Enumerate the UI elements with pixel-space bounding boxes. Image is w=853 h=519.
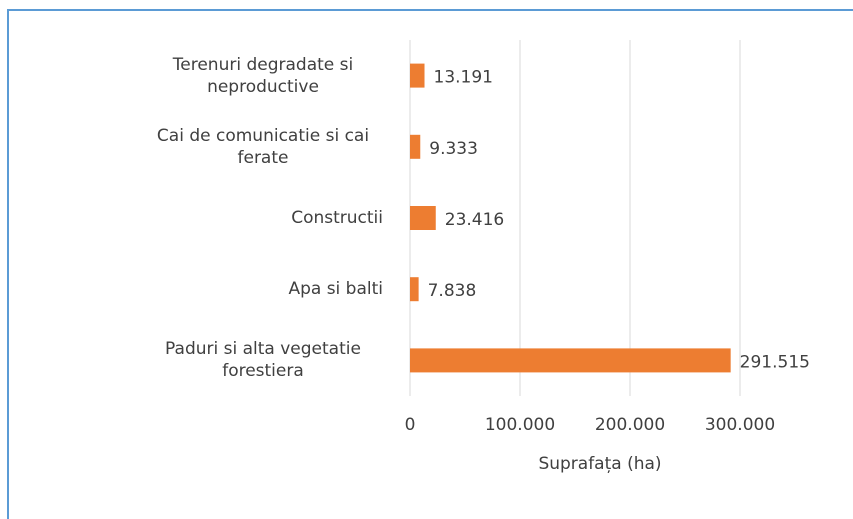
bar <box>410 63 425 88</box>
x-tick-label: 100.000 <box>485 415 555 435</box>
bar <box>410 134 421 159</box>
bar <box>410 206 436 230</box>
data-label: 9.333 <box>429 139 478 159</box>
data-label: 7.838 <box>428 281 477 301</box>
data-label: 291.515 <box>740 352 810 372</box>
x-tick-label: 0 <box>405 415 416 435</box>
y-tick-label: Paduri si alta vegetatie forestiera <box>165 339 361 382</box>
x-axis-title: Suprafața (ha) <box>538 454 661 474</box>
frame-border <box>7 9 853 519</box>
bar <box>410 348 731 373</box>
data-label: 13.191 <box>434 68 493 88</box>
data-label: 23.416 <box>445 210 504 230</box>
x-tick-label: 300.000 <box>705 415 775 435</box>
x-tick-label: 200.000 <box>595 415 665 435</box>
bar <box>410 277 419 302</box>
y-tick-label: Cai de comunicatie si cai ferate <box>156 125 370 168</box>
y-tick-label: Apa si balti <box>288 279 383 300</box>
y-tick-label: Constructii <box>291 208 383 228</box>
y-tick-label: Terenuri degradate si neproductive <box>172 54 354 97</box>
